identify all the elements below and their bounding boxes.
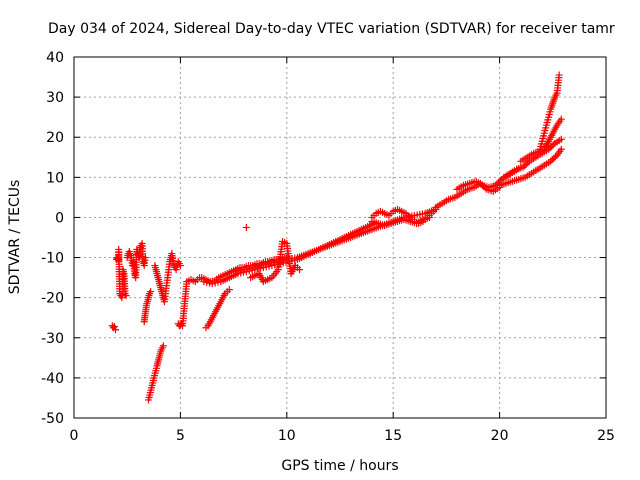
data-point: [225, 286, 233, 294]
series-trend-22-23-steep: [536, 71, 563, 153]
data-point: [547, 157, 555, 165]
y-tick-label: -20: [41, 291, 64, 307]
y-tick-label: -40: [41, 371, 64, 387]
data-point: [176, 262, 184, 270]
x-tick-label: 25: [597, 428, 615, 444]
data-point: [549, 141, 557, 149]
series-cluster-five: [174, 274, 204, 330]
data-point: [110, 323, 118, 331]
series-cluster-early-b: [123, 240, 149, 282]
series-trend-18-20-upper: [453, 163, 525, 193]
plot-frame: [73, 56, 607, 419]
data-point: [425, 213, 433, 221]
y-tick-label: 0: [55, 210, 64, 226]
grid: [74, 57, 606, 418]
data-point: [548, 142, 556, 150]
y-tick-label: -30: [41, 331, 64, 347]
x-tick-label: 10: [278, 428, 296, 444]
series-trend-20-23-low: [496, 145, 565, 189]
series-cluster-falling: [140, 288, 155, 326]
chart-title: Day 034 of 2024, Sidereal Day-to-day VTE…: [48, 21, 615, 37]
data-point: [551, 153, 559, 161]
y-tick-label: 40: [46, 50, 64, 66]
x-tick-label: 0: [70, 428, 79, 444]
data-point: [296, 266, 304, 274]
y-axis-label: SDTVAR / TECUs: [7, 180, 23, 295]
series-trend-21-23-high: [517, 115, 565, 165]
data-point: [557, 135, 565, 143]
series-cluster-low: [144, 342, 167, 404]
x-axis-label: GPS time / hours: [281, 458, 398, 474]
x-tick-label: 5: [176, 428, 185, 444]
data-point: [111, 326, 119, 334]
data-point: [555, 71, 563, 79]
y-tick-label: 20: [46, 130, 64, 146]
data-point: [550, 154, 558, 162]
x-tick-label: 15: [384, 428, 402, 444]
data-point: [557, 115, 565, 123]
y-tick-label: 10: [46, 170, 64, 186]
y-tick-label: -50: [41, 411, 64, 427]
data-point: [519, 163, 527, 171]
data-point: [141, 254, 149, 262]
data-point: [122, 292, 130, 300]
y-tick-label: -10: [41, 251, 64, 267]
data-point: [557, 145, 565, 153]
series-cluster-mid: [151, 250, 184, 306]
data-point: [522, 160, 530, 168]
data-points: [108, 71, 565, 404]
data-point: [521, 162, 529, 170]
series-cluster-rising-branch: [202, 286, 233, 332]
data-point: [147, 288, 155, 296]
data-point: [548, 156, 556, 164]
series-trend-15-low: [368, 213, 433, 229]
series-scatter-outliers-mid: [242, 223, 304, 286]
y-tick-label: 30: [46, 90, 64, 106]
x-tick-label: 20: [491, 428, 509, 444]
series-cluster-early-a: [108, 246, 130, 334]
data-point: [159, 342, 167, 350]
data-point: [242, 223, 250, 231]
